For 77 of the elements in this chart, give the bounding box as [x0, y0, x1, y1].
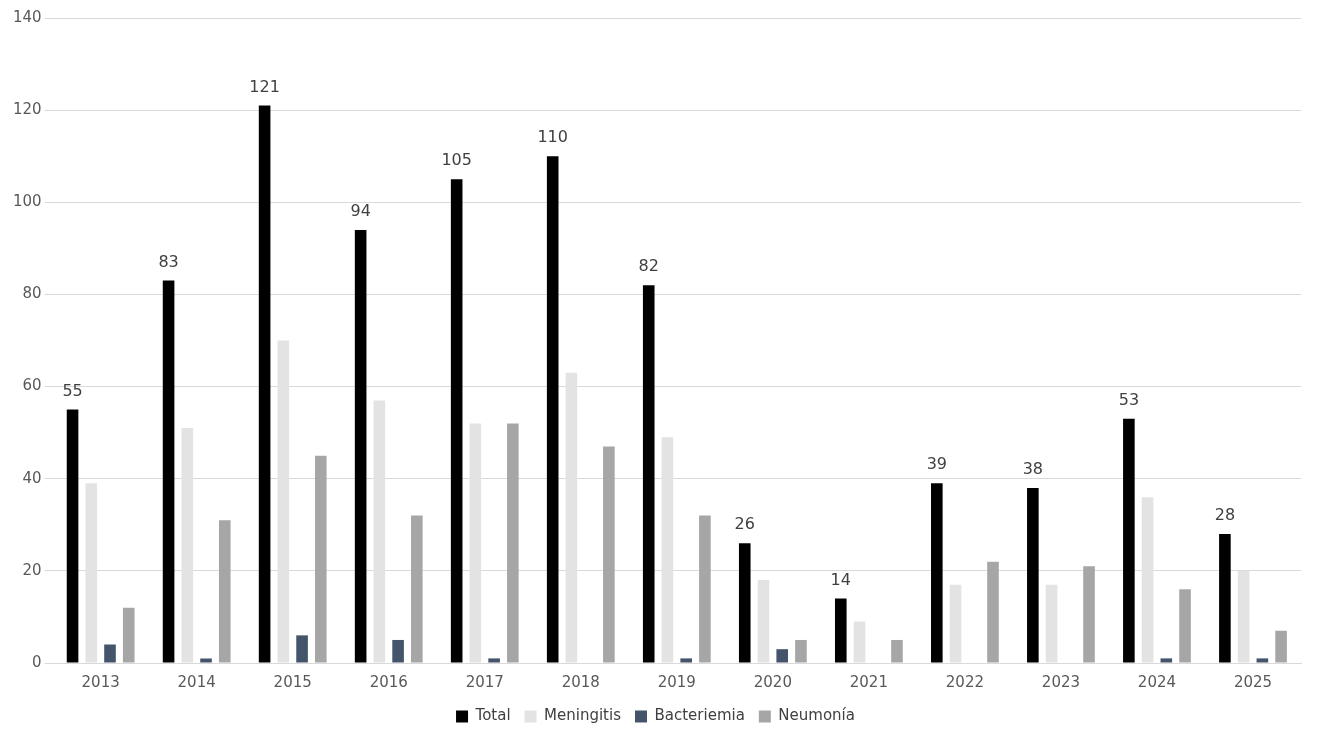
data-label: 39 [926, 454, 947, 474]
x-tick-label: 2025 [1233, 672, 1273, 691]
bar [296, 635, 308, 663]
data-label: 26 [734, 514, 755, 534]
data-label: 83 [158, 251, 179, 271]
bar [931, 483, 943, 663]
y-tick-label: 120 [12, 100, 42, 119]
data-label: 94 [350, 201, 371, 221]
bar [488, 658, 500, 663]
x-tick-label: 2022 [945, 672, 984, 691]
data-label: 105 [441, 150, 472, 170]
x-tick-label: 2021 [849, 672, 888, 691]
bar [354, 229, 367, 663]
bar [699, 515, 711, 663]
bar [392, 639, 404, 663]
data-label: 55 [62, 380, 83, 400]
bar [218, 520, 231, 663]
bar [642, 285, 655, 663]
bar [546, 156, 559, 663]
bar [258, 105, 271, 663]
bar [987, 561, 999, 663]
bar [795, 639, 807, 663]
bar [1083, 566, 1095, 663]
bar [200, 658, 212, 663]
x-tick-label: 2015 [273, 672, 312, 691]
bar [949, 584, 962, 663]
bar [1219, 534, 1231, 663]
bar [104, 644, 116, 663]
bar [411, 515, 423, 663]
data-label: 38 [1022, 459, 1044, 479]
bar [1179, 589, 1191, 663]
x-tick-label: 2018 [561, 672, 600, 691]
bar [450, 179, 463, 663]
data-label: 28 [1214, 505, 1236, 525]
bar [834, 598, 847, 663]
bar [1027, 487, 1039, 663]
legend-label: Bacteriemia [654, 706, 745, 725]
bar [1123, 418, 1135, 663]
legend-label: Total [474, 706, 511, 725]
legend-label: Meningitis [544, 706, 622, 725]
bar [757, 580, 770, 663]
bar [507, 423, 519, 663]
x-tick-label: 2020 [753, 672, 792, 691]
bar [603, 446, 615, 663]
y-tick-label: 20 [22, 560, 42, 579]
data-label: 14 [830, 569, 851, 589]
y-tick-label: 140 [12, 7, 42, 26]
bar [122, 607, 135, 663]
bar [1275, 630, 1287, 663]
bar [1045, 584, 1058, 663]
y-tick-label: 0 [32, 652, 42, 671]
bar [66, 409, 79, 663]
x-tick-label: 2019 [657, 672, 696, 691]
bar [891, 639, 903, 663]
data-label: 82 [638, 256, 659, 276]
x-tick-label: 2023 [1041, 672, 1081, 691]
x-tick-label: 2013 [81, 672, 120, 691]
bar [680, 658, 692, 663]
bar [853, 621, 866, 663]
data-label: 121 [249, 76, 280, 96]
y-tick-label: 60 [22, 376, 42, 395]
bar [314, 455, 327, 663]
data-label: 53 [1118, 389, 1140, 409]
x-tick-label: 2017 [465, 672, 504, 691]
data-label: 110 [537, 127, 568, 147]
x-tick-label: 2014 [177, 672, 216, 691]
y-tick-label: 80 [22, 284, 42, 303]
x-tick-label: 2016 [369, 672, 408, 691]
bar [776, 649, 789, 663]
bar [1160, 658, 1173, 663]
legend-label: Neumonía [778, 706, 855, 725]
y-tick-label: 40 [22, 468, 42, 487]
x-tick-label: 2024 [1137, 672, 1177, 691]
y-tick-label: 100 [12, 192, 42, 211]
bar [162, 280, 175, 663]
bar [1256, 658, 1269, 663]
bar [738, 543, 751, 663]
